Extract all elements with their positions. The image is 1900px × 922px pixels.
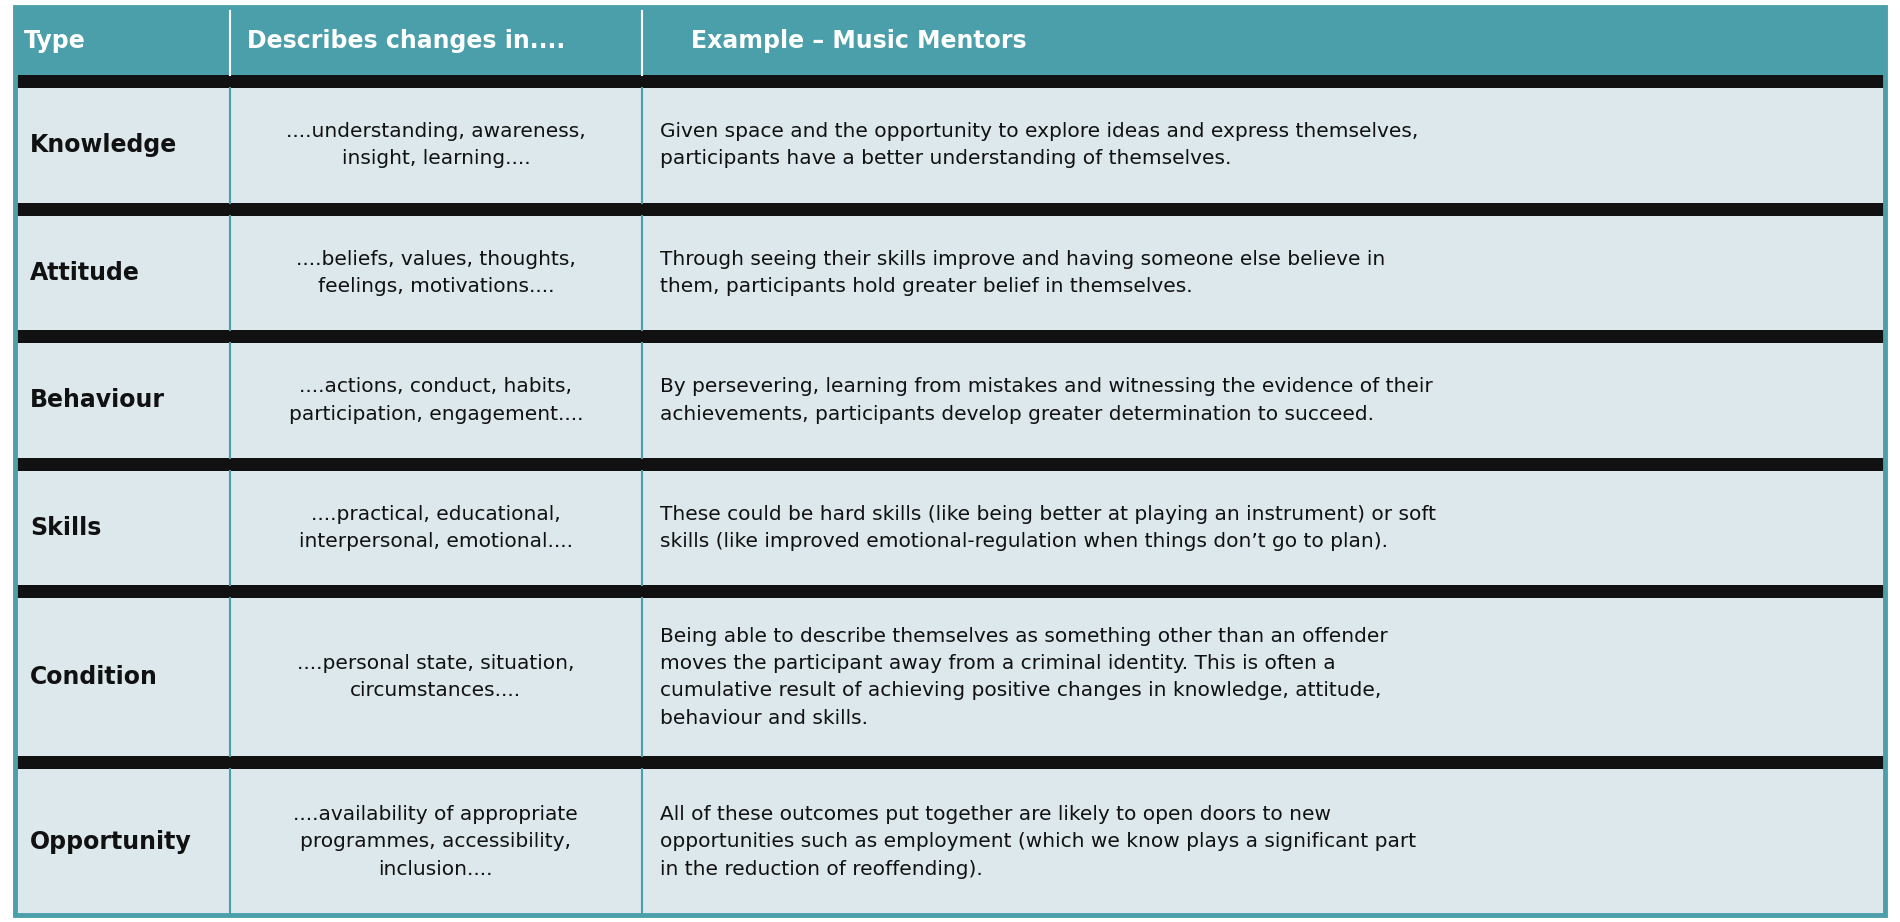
Text: By persevering, learning from mistakes and witnessing the evidence of their
achi: By persevering, learning from mistakes a…: [659, 377, 1433, 423]
Bar: [15, 216, 230, 330]
Bar: [230, 216, 642, 330]
Bar: [15, 330, 1885, 343]
Bar: [15, 471, 230, 585]
Text: Behaviour: Behaviour: [30, 388, 165, 412]
Text: Given space and the opportunity to explore ideas and express themselves,
partici: Given space and the opportunity to explo…: [659, 123, 1419, 169]
Text: Type: Type: [25, 30, 86, 53]
Bar: [230, 769, 642, 915]
Bar: [642, 769, 1885, 915]
Bar: [15, 598, 230, 756]
Bar: [15, 75, 1885, 89]
Bar: [15, 769, 230, 915]
Bar: [642, 598, 1885, 756]
Text: ....practical, educational,
interpersonal, emotional....: ....practical, educational, interpersona…: [298, 505, 574, 551]
Bar: [230, 7, 642, 75]
Bar: [230, 343, 642, 457]
Bar: [642, 471, 1885, 585]
Text: ....personal state, situation,
circumstances....: ....personal state, situation, circumsta…: [296, 654, 574, 701]
Text: Attitude: Attitude: [30, 261, 141, 285]
Text: Knowledge: Knowledge: [30, 134, 177, 158]
Text: Through seeing their skills improve and having someone else believe in
them, par: Through seeing their skills improve and …: [659, 250, 1385, 296]
Text: Being able to describe themselves as something other than an offender
moves the : Being able to describe themselves as som…: [659, 627, 1387, 727]
Text: ....actions, conduct, habits,
participation, engagement....: ....actions, conduct, habits, participat…: [289, 377, 583, 423]
Bar: [15, 7, 230, 75]
Text: All of these outcomes put together are likely to open doors to new
opportunities: All of these outcomes put together are l…: [659, 805, 1416, 879]
Text: Opportunity: Opportunity: [30, 830, 192, 854]
Bar: [15, 203, 1885, 216]
Bar: [642, 89, 1885, 203]
Text: These could be hard skills (like being better at playing an instrument) or soft
: These could be hard skills (like being b…: [659, 505, 1436, 551]
Bar: [230, 89, 642, 203]
Bar: [230, 598, 642, 756]
Text: Describes changes in....: Describes changes in....: [247, 30, 564, 53]
Bar: [15, 457, 1885, 471]
Text: ....availability of appropriate
programmes, accessibility,
inclusion....: ....availability of appropriate programm…: [293, 805, 578, 879]
Bar: [15, 585, 1885, 598]
Text: Condition: Condition: [30, 666, 158, 690]
Bar: [15, 343, 230, 457]
Text: Example – Music Mentors: Example – Music Mentors: [692, 30, 1026, 53]
Text: Skills: Skills: [30, 516, 101, 540]
Bar: [642, 216, 1885, 330]
Bar: [15, 89, 230, 203]
Bar: [15, 756, 1885, 769]
Bar: [230, 471, 642, 585]
Bar: [642, 7, 1885, 75]
Text: ....beliefs, values, thoughts,
feelings, motivations....: ....beliefs, values, thoughts, feelings,…: [296, 250, 576, 296]
Bar: [642, 343, 1885, 457]
Text: ....understanding, awareness,
insight, learning....: ....understanding, awareness, insight, l…: [287, 123, 585, 169]
